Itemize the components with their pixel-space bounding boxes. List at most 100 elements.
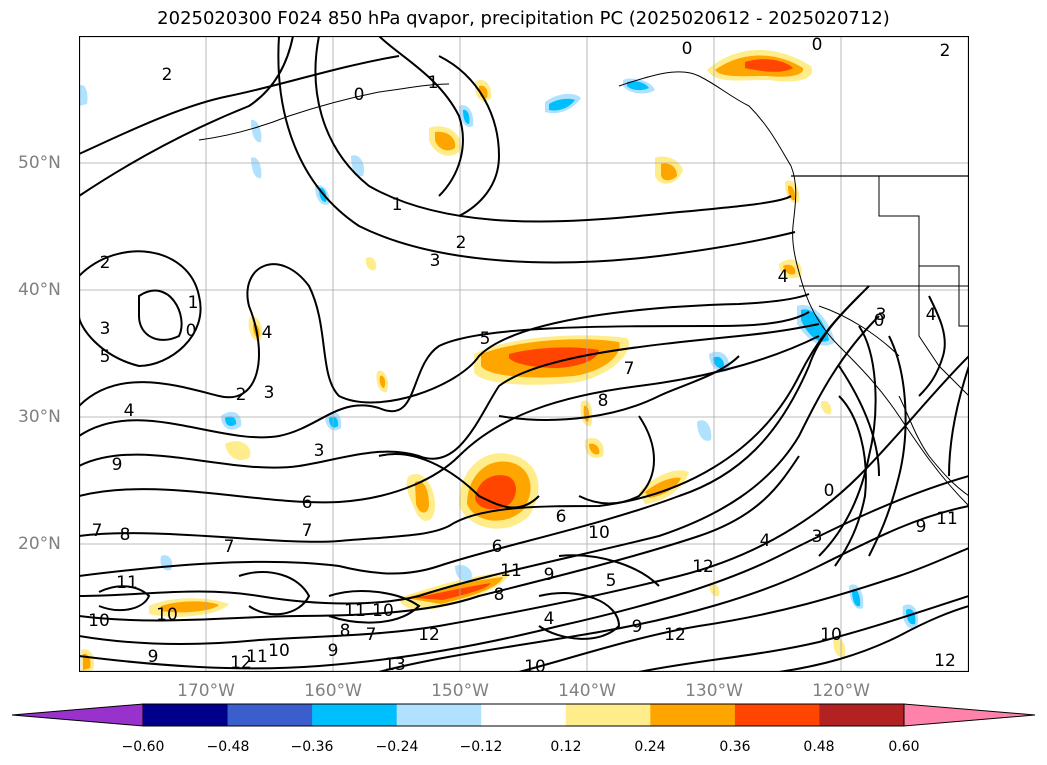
precip-patch bbox=[661, 163, 677, 181]
colorbar-segment bbox=[565, 704, 651, 726]
lon-label: 120°W bbox=[812, 681, 870, 701]
precip-patch bbox=[251, 119, 262, 143]
colorbar-segment bbox=[481, 704, 567, 726]
contour-label: 0 bbox=[682, 39, 693, 59]
contour-label: 6 bbox=[556, 507, 567, 527]
map-frame bbox=[79, 36, 969, 672]
contour-label: 0 bbox=[824, 481, 835, 501]
contour-label: 8 bbox=[120, 525, 131, 545]
contour-label: 9 bbox=[328, 641, 339, 661]
contour-label: 10 bbox=[88, 611, 110, 631]
contour-label: 7 bbox=[624, 359, 635, 379]
lat-label: 20°N bbox=[18, 534, 61, 554]
precip-patch bbox=[627, 81, 649, 91]
contour-label: 0 bbox=[812, 36, 823, 55]
lon-label: 170°W bbox=[177, 681, 235, 701]
contour-label: 5 bbox=[100, 347, 111, 367]
precip-patch bbox=[549, 98, 575, 111]
precip-patch bbox=[697, 420, 712, 441]
precip-patch bbox=[852, 589, 861, 607]
lat-label: 50°N bbox=[18, 153, 61, 173]
precip-patch bbox=[329, 416, 339, 428]
contour-label: 2 bbox=[236, 385, 247, 405]
precip-patch bbox=[509, 347, 599, 368]
contour-label: 7 bbox=[302, 521, 313, 541]
contour-label: 11 bbox=[344, 601, 366, 621]
precip-patch bbox=[475, 475, 516, 510]
precip-patch bbox=[783, 264, 796, 275]
contour-label: 3 bbox=[100, 319, 111, 339]
precip-patch bbox=[415, 481, 429, 513]
precip-patch bbox=[251, 157, 262, 179]
contour-label: 9 bbox=[632, 617, 643, 637]
contour-label: 8 bbox=[340, 621, 351, 641]
map-panel: 2 1 0 0 1 2 3 4 2 1 0 3 5 4 2 3 3 4 9 6 … bbox=[79, 36, 969, 672]
lon-label: 160°W bbox=[304, 681, 362, 701]
precip-patch bbox=[821, 400, 832, 415]
contour-label: 4 bbox=[544, 609, 555, 629]
contour-label: 1 bbox=[188, 293, 199, 313]
colorbar bbox=[11, 703, 1036, 727]
contour-label: 6 bbox=[302, 493, 313, 513]
colorbar-tick: −0.60 bbox=[121, 739, 165, 755]
precip-patch bbox=[79, 85, 88, 106]
precip-patch bbox=[351, 155, 365, 177]
contour-label: 4 bbox=[262, 323, 273, 343]
colorbar-tick: −0.12 bbox=[459, 739, 503, 755]
colorbar-tick: −0.24 bbox=[375, 739, 419, 755]
contour-label: 6 bbox=[492, 537, 503, 557]
precip-patch bbox=[455, 564, 472, 582]
contour-label: 11 bbox=[116, 573, 138, 593]
contour-label: 4 bbox=[926, 305, 937, 325]
colorbar-tick: −0.48 bbox=[206, 739, 250, 755]
colorbar-segment bbox=[734, 704, 820, 726]
contour-label: 10 bbox=[156, 605, 178, 625]
qvapor-contours bbox=[79, 36, 969, 672]
contour-label: 8 bbox=[598, 391, 609, 411]
contour-label: 2 bbox=[456, 233, 467, 253]
contour-label: 3 bbox=[314, 441, 325, 461]
colorbar-tick: 0.36 bbox=[719, 739, 751, 755]
contour-label: 12 bbox=[692, 557, 714, 577]
precip-patch bbox=[435, 131, 456, 151]
colorbar-tick: 0.60 bbox=[888, 739, 920, 755]
contour-label: 12 bbox=[934, 651, 956, 671]
contour-label: 7 bbox=[224, 537, 235, 557]
colorbar-segment bbox=[312, 704, 398, 726]
contour-label: 10 bbox=[268, 641, 290, 661]
lat-label: 30°N bbox=[18, 407, 61, 427]
colorbar-tick: −0.36 bbox=[290, 739, 334, 755]
precip-patch bbox=[365, 257, 377, 271]
colorbar-extend-low bbox=[12, 704, 143, 726]
colorbar-segment bbox=[819, 704, 905, 726]
precip-patch bbox=[906, 608, 916, 625]
contour-label: 2 bbox=[940, 41, 951, 61]
contour-label: 11 bbox=[500, 561, 522, 581]
contour-label: 12 bbox=[230, 653, 252, 672]
contour-label: 4 bbox=[760, 531, 771, 551]
colorbar-segment bbox=[227, 704, 313, 726]
contour-label: 3 bbox=[812, 527, 823, 547]
contour-label: 3 bbox=[430, 251, 441, 271]
contour-label: 11 bbox=[246, 647, 268, 667]
precip-patch bbox=[379, 375, 386, 388]
lon-label: 150°W bbox=[431, 681, 489, 701]
contour-label: 4 bbox=[124, 401, 135, 421]
colorbar-segment bbox=[396, 704, 482, 726]
contour-label: 0 bbox=[354, 85, 365, 105]
precip-patch bbox=[225, 416, 237, 426]
contour-label: 9 bbox=[916, 517, 927, 537]
precip-patch bbox=[225, 441, 251, 461]
precip-patch bbox=[463, 109, 470, 124]
map-title: 2025020300 F024 850 hPa qvapor, precipit… bbox=[157, 8, 890, 29]
contour-label: 3 bbox=[876, 305, 887, 325]
contour-label: 7 bbox=[92, 521, 103, 541]
precip-fill-layer bbox=[79, 50, 919, 672]
contour-label: 10 bbox=[820, 625, 842, 645]
colorbar-tick: 0.24 bbox=[634, 739, 666, 755]
contour-label: 8 bbox=[494, 585, 505, 605]
colorbar-tick: 0.12 bbox=[550, 739, 582, 755]
contour-label: 9 bbox=[112, 455, 123, 475]
precip-patch bbox=[745, 59, 793, 72]
contour-label: 11 bbox=[936, 509, 958, 529]
